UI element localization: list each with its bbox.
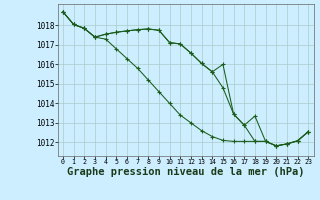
X-axis label: Graphe pression niveau de la mer (hPa): Graphe pression niveau de la mer (hPa) [67,167,304,177]
